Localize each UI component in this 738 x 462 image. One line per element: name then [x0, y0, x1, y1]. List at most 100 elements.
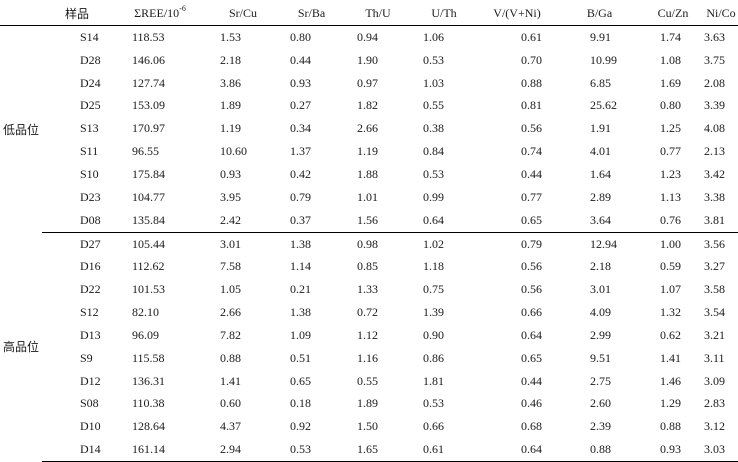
sample-id-cell: D23: [80, 189, 101, 204]
u-th-cell: 0.99: [423, 189, 444, 204]
ni-co-cell: 2.83: [704, 396, 725, 411]
total-ree-cell: 104.77: [132, 189, 165, 204]
header-total-ree: ΣREE/10-6: [112, 0, 208, 26]
total-ree-cell: 146.06: [132, 52, 165, 67]
th-u-cell: 1.89: [357, 396, 378, 411]
cu-zn-cell: 0.88: [660, 419, 681, 434]
th-u-cell: 2.66: [357, 121, 378, 136]
b-ga-cell: 2.39: [590, 419, 611, 434]
u-th-cell: 1.39: [423, 305, 444, 320]
v-vni-cell: 0.68: [521, 419, 542, 434]
th-u-cell: 0.72: [357, 305, 378, 320]
sr-cu-cell: 2.18: [220, 52, 241, 67]
header-sr-ba: Sr/Ba: [278, 0, 345, 26]
total-ree-cell: 135.84: [112, 208, 208, 233]
u-th-cell: 0.61: [411, 438, 477, 462]
sr-cu-cell: 7.58: [220, 259, 241, 274]
u-th-cell: 1.06: [423, 29, 444, 44]
b-ga-cell: 3.01: [590, 282, 611, 297]
u-th-cell: 1.18: [423, 259, 444, 274]
v-vni-cell: 0.77: [521, 189, 542, 204]
header-v-vni: V/(V+Ni): [477, 0, 557, 26]
total-ree-cell: 96.55: [132, 144, 159, 159]
b-ga-cell: 1.91: [590, 121, 611, 136]
sample-id-cell: D28: [80, 52, 101, 67]
total-ree-cell: 101.53: [132, 282, 165, 297]
u-th-cell: 0.53: [423, 396, 444, 411]
sample-id-cell: S08: [80, 396, 99, 411]
table-row: D22 101.53 1.05 0.21 1.33 0.75 0.56 3.01 1.07 3.5…: [0, 278, 738, 301]
th-u-cell: 1.65: [345, 438, 411, 462]
total-ree-cell: 161.14: [112, 438, 208, 462]
b-ga-cell: 2.99: [590, 327, 611, 342]
ni-co-cell: 3.58: [704, 282, 725, 297]
th-u-cell: 0.98: [357, 236, 378, 251]
v-vni-cell: 0.56: [521, 259, 542, 274]
sr-ba-cell: 1.14: [290, 259, 311, 274]
v-vni-cell: 0.44: [521, 166, 542, 181]
cu-zn-cell: 1.23: [660, 166, 681, 181]
u-th-cell: 0.86: [423, 350, 444, 365]
sr-cu-cell: 1.41: [220, 373, 241, 388]
table-row: 低品位 S14 118.53 1.53 0.80 0.94 1.06 0.61 9.91 1.74…: [0, 26, 738, 137]
sr-ba-cell: 1.38: [290, 305, 311, 320]
table-header: 样品 ΣREE/10-6 Sr/Cu Sr/Ba Th/U U/Th V/(V+…: [0, 0, 738, 26]
v-vni-cell: 0.64: [521, 327, 542, 342]
v-vni-cell: 0.56: [521, 121, 542, 136]
cu-zn-cell: 0.77: [660, 144, 681, 159]
b-ga-cell: 4.09: [590, 305, 611, 320]
sr-cu-cell: 1.89: [220, 98, 241, 113]
sample-id-cell: D16: [80, 259, 101, 274]
sr-ba-cell: 0.92: [290, 419, 311, 434]
ni-co-cell: 3.42: [704, 166, 725, 181]
ni-co-cell: 4.08: [704, 121, 725, 136]
table-row: D16 112.62 7.58 1.14 0.85 1.18 0.56 2.18 0.59 3.2…: [0, 255, 738, 278]
cu-zn-cell: 1.13: [660, 189, 681, 204]
sr-cu-cell: 2.66: [220, 305, 241, 320]
ni-co-cell: 3.03: [704, 438, 738, 462]
sr-ba-cell: 0.37: [278, 208, 345, 233]
cu-zn-cell: 0.59: [660, 259, 681, 274]
b-ga-cell: 2.18: [590, 259, 611, 274]
header-total-ree-exponent: -6: [179, 3, 186, 13]
sr-ba-cell: 0.93: [290, 75, 311, 90]
sample-id-cell: D10: [80, 419, 101, 434]
total-ree-cell: 153.09: [132, 98, 165, 113]
b-ga-cell: 12.94: [590, 236, 617, 251]
sr-ba-cell: 0.80: [290, 29, 311, 44]
th-u-cell: 1.19: [357, 144, 378, 159]
header-group: [0, 0, 42, 26]
sample-id-cell: D12: [80, 373, 101, 388]
u-th-cell: 1.02: [423, 236, 444, 251]
sr-cu-cell: 7.82: [220, 327, 241, 342]
th-u-cell: 0.97: [357, 75, 378, 90]
sr-ba-cell: 1.37: [290, 144, 311, 159]
v-vni-cell: 0.44: [521, 373, 542, 388]
ni-co-cell: 2.13: [704, 144, 725, 159]
sr-cu-cell: 0.88: [220, 350, 241, 365]
sample-id-cell: S13: [80, 121, 99, 136]
sr-ba-cell: 0.34: [290, 121, 311, 136]
table-row: D25 153.09 1.89 0.27 1.82 0.55 0.81 25.62 0.80 3.…: [0, 95, 738, 118]
header-ni-co: Ni/Co: [704, 0, 738, 26]
sr-ba-cell: 0.18: [290, 396, 311, 411]
total-ree-cell: 128.64: [132, 419, 165, 434]
sample-id-cell: S11: [80, 144, 99, 159]
sr-ba-cell: 0.65: [290, 373, 311, 388]
th-u-cell: 0.85: [357, 259, 378, 274]
v-vni-cell: 0.70: [521, 52, 542, 67]
u-th-cell: 0.90: [423, 327, 444, 342]
v-vni-cell: 0.61: [521, 29, 542, 44]
table-row: S9 115.58 0.88 0.51 1.16 0.86 0.65 9.51 1.41 3.11: [0, 347, 738, 370]
v-vni-cell: 0.65: [477, 208, 557, 233]
sr-cu-cell: 3.01: [220, 236, 241, 251]
u-th-cell: 0.64: [411, 208, 477, 233]
u-th-cell: 1.03: [423, 75, 444, 90]
th-u-cell: 1.33: [357, 282, 378, 297]
sr-cu-cell: 2.42: [208, 208, 278, 233]
u-th-cell: 1.81: [423, 373, 444, 388]
sr-cu-cell: 3.95: [220, 189, 241, 204]
sr-cu-cell: 0.93: [220, 166, 241, 181]
total-ree-cell: 127.74: [132, 75, 165, 90]
